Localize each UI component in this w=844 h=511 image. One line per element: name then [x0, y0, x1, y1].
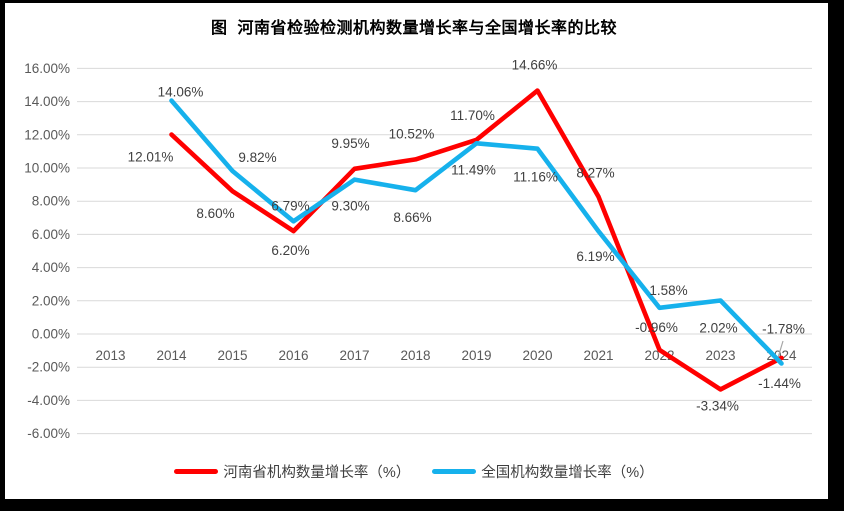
y-axis-tick-labels: 16.00% 14.00% 12.00% 10.00% 8.00% 6.00% 4.00% 2… [24, 61, 70, 441]
svg-text:2022: 2022 [644, 348, 674, 363]
svg-text:12.01%: 12.01% [128, 150, 174, 165]
svg-text:2.02%: 2.02% [699, 321, 737, 336]
svg-text:10.52%: 10.52% [389, 126, 435, 141]
frame-border-right [828, 0, 844, 511]
svg-text:9.82%: 9.82% [238, 150, 276, 165]
svg-text:0.00%: 0.00% [32, 327, 70, 342]
svg-text:10.00%: 10.00% [24, 161, 70, 176]
svg-text:9.95%: 9.95% [331, 136, 369, 151]
svg-text:2013: 2013 [95, 348, 125, 363]
legend-item-national: 全国机构数量增长率（%） [432, 461, 654, 482]
svg-text:8.66%: 8.66% [393, 210, 431, 225]
svg-text:6.19%: 6.19% [576, 249, 614, 264]
legend-label-henan: 河南省机构数量增长率（%） [223, 464, 411, 481]
svg-text:8.27%: 8.27% [576, 166, 614, 181]
frame-border-top [0, 0, 844, 3]
svg-text:-2.00%: -2.00% [27, 360, 70, 375]
svg-text:1.58%: 1.58% [649, 283, 687, 298]
chart-title: 图 河南省检验检测机构数量增长率与全国增长率的比较 [211, 20, 617, 37]
svg-text:14.06%: 14.06% [158, 85, 204, 100]
svg-text:6.00%: 6.00% [32, 227, 70, 242]
svg-text:-6.00%: -6.00% [27, 426, 70, 441]
svg-text:6.20%: 6.20% [271, 243, 309, 258]
x-axis-tick-labels: 2013 2014 2015 2016 2017 2018 2019 2020 2021 2022… [95, 348, 797, 363]
svg-text:2015: 2015 [217, 348, 247, 363]
svg-text:4.00%: 4.00% [32, 260, 70, 275]
svg-text:2021: 2021 [583, 348, 613, 363]
svg-text:-3.34%: -3.34% [696, 398, 739, 413]
series-line-national [169, 98, 784, 366]
svg-text:14.00%: 14.00% [24, 94, 70, 109]
legend-swatch-henan [174, 468, 219, 474]
legend: 河南省机构数量增长率（%） 全国机构数量增长率（%） [0, 459, 828, 483]
data-labels-national: 14.06% 9.82% 6.79% 9.30% 8.66% 11.49% 11.16% 6.… [158, 85, 805, 337]
svg-text:2014: 2014 [156, 348, 187, 363]
svg-text:2.00%: 2.00% [32, 293, 70, 308]
frame-border-left [0, 0, 5, 511]
svg-text:8.00%: 8.00% [32, 194, 70, 209]
svg-text:-1.44%: -1.44% [758, 376, 801, 391]
legend-item-henan: 河南省机构数量增长率（%） [174, 461, 410, 482]
svg-text:2019: 2019 [461, 348, 491, 363]
svg-text:2023: 2023 [705, 348, 735, 363]
svg-text:2016: 2016 [278, 348, 308, 363]
svg-text:11.16%: 11.16% [513, 170, 558, 185]
svg-text:9.30%: 9.30% [331, 199, 369, 214]
svg-text:14.66%: 14.66% [512, 58, 558, 73]
legend-label-national: 全国机构数量增长率（%） [481, 464, 654, 481]
legend-swatch-national [432, 468, 477, 474]
svg-text:6.79%: 6.79% [271, 198, 309, 213]
svg-text:16.00%: 16.00% [24, 61, 70, 76]
svg-text:-0.96%: -0.96% [635, 320, 678, 335]
series-line-henan [169, 88, 784, 392]
svg-text:2017: 2017 [339, 348, 369, 363]
svg-text:2020: 2020 [522, 348, 552, 363]
data-labels-henan: 12.01% 8.60% 6.20% 9.95% 10.52% 11.70% 14.66% 8… [128, 58, 801, 414]
frame-border-bottom [0, 499, 844, 511]
svg-text:12.00%: 12.00% [24, 127, 70, 142]
svg-text:-4.00%: -4.00% [27, 393, 70, 408]
svg-text:2018: 2018 [400, 348, 430, 363]
svg-text:11.49%: 11.49% [451, 162, 496, 177]
svg-text:11.70%: 11.70% [450, 108, 495, 123]
svg-text:-1.78%: -1.78% [762, 322, 805, 337]
svg-text:8.60%: 8.60% [196, 206, 234, 221]
